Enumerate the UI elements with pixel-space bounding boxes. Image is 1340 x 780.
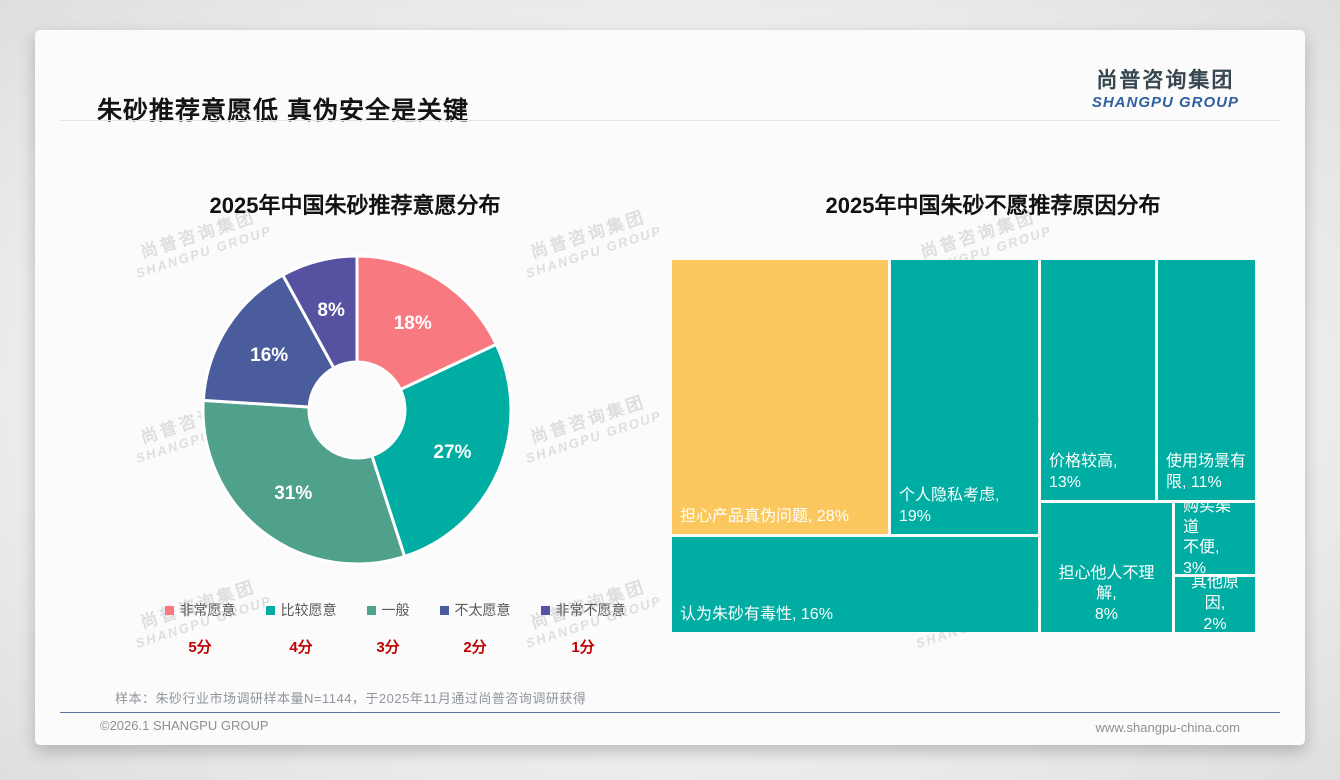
legend-score: 4分 bbox=[289, 639, 313, 656]
footer-copyright: ©2026.1 SHANGPU GROUP bbox=[100, 718, 269, 733]
legend-text: 一般 bbox=[381, 602, 410, 618]
donut-slice-非常不愿意 bbox=[280, 254, 359, 370]
treemap-cell-价格较高: 价格较高, 13% bbox=[1040, 260, 1155, 500]
donut-legend: 非常愿意 5分 比较愿意 4分 一般 3分 不太愿意 2分 非常不愿意 1分 bbox=[145, 600, 645, 657]
donut-slice-不太愿意 bbox=[201, 273, 336, 409]
treemap-cell-label: 购买渠道 不便, 3% bbox=[1183, 502, 1232, 574]
treemap-cell-label: 个人隐私考虑, 19% bbox=[898, 487, 1000, 526]
legend-item-一般: 一般 3分 bbox=[366, 600, 410, 657]
legend-score: 1分 bbox=[571, 639, 595, 656]
legend-text: 非常不愿意 bbox=[555, 602, 626, 618]
treemap-cell-担心产品真伪问题: 担心产品真伪问题, 28% bbox=[672, 260, 888, 534]
donut-slice-value: 31% bbox=[274, 483, 312, 504]
legend-item-不太愿意: 不太愿意 2分 bbox=[439, 600, 511, 657]
treemap-cell-担心他人不理解: 担心他人不理解, 8% bbox=[1040, 502, 1172, 632]
legend-item-非常不愿意: 非常不愿意 1分 bbox=[540, 600, 626, 657]
treemap-cell-使用场景有限: 使用场景有 限, 11% bbox=[1157, 260, 1255, 500]
treemap-cell-label: 其他原因, 2% bbox=[1190, 577, 1239, 632]
title-divider bbox=[60, 120, 1280, 121]
legend-item-比较愿意: 比较愿意 4分 bbox=[265, 600, 337, 657]
donut-chart-title: 2025年中国朱砂推荐意愿分布 bbox=[209, 193, 501, 219]
treemap-cell-label: 担心产品真伪问题, 28% bbox=[680, 508, 849, 526]
legend-swatch-icon bbox=[540, 605, 550, 615]
sample-note: 样本：朱砂行业市场调研样本量N=1144，于2025年11月通过尚普咨询调研获得 bbox=[115, 691, 587, 706]
legend-score: 2分 bbox=[463, 639, 487, 656]
legend-score: 5分 bbox=[188, 639, 212, 656]
legend-swatch-icon bbox=[265, 605, 275, 615]
legend-swatch-icon bbox=[164, 605, 174, 615]
donut-slice-比较愿意 bbox=[369, 342, 513, 559]
legend-swatch-icon bbox=[366, 605, 376, 615]
legend-label: 一般 bbox=[366, 600, 410, 620]
treemap-chart-title: 2025年中国朱砂不愿推荐原因分布 bbox=[825, 193, 1161, 219]
donut-slice-value: 8% bbox=[317, 300, 345, 321]
donut-slice-一般 bbox=[201, 398, 407, 566]
legend-item-非常愿意: 非常愿意 5分 bbox=[164, 600, 236, 657]
legend-label: 非常愿意 bbox=[164, 600, 236, 620]
treemap-cell-个人隐私考虑: 个人隐私考虑, 19% bbox=[890, 260, 1038, 534]
company-logo: 尚普咨询集团 SHANGPU GROUP bbox=[1092, 64, 1239, 111]
logo-english-name: SHANGPU GROUP bbox=[1091, 94, 1239, 111]
footer-divider bbox=[60, 712, 1280, 713]
treemap-cell-label: 担心他人不理解, 8% bbox=[1058, 564, 1155, 624]
legend-label: 非常不愿意 bbox=[540, 600, 626, 620]
treemap-cell-label: 认为朱砂有毒性, 16% bbox=[680, 606, 833, 624]
footer-website: www.shangpu-china.com bbox=[1095, 720, 1240, 735]
legend-label: 比较愿意 bbox=[265, 600, 337, 620]
legend-text: 非常愿意 bbox=[179, 602, 236, 618]
slide-card: 尚普咨询集团 SHANGPU GROUP 尚普咨询集团 SHANGPU GROUP 尚普… bbox=[35, 30, 1305, 745]
legend-text: 不太愿意 bbox=[454, 602, 511, 618]
legend-score: 3分 bbox=[376, 639, 400, 656]
logo-chinese-name: 尚普咨询集团 bbox=[1096, 69, 1235, 92]
legend-swatch-icon bbox=[439, 605, 449, 615]
donut-slice-value: 16% bbox=[250, 345, 288, 366]
donut-slice-value: 27% bbox=[433, 442, 471, 463]
treemap-cell-购买渠道不便: 购买渠道 不便, 3% bbox=[1175, 502, 1255, 574]
treemap-chart: 担心产品真伪问题, 28% 个人隐私考虑, 19% 认为朱砂有毒性, 16% 价格较高… bbox=[672, 260, 1255, 632]
donut-slice-非常愿意 bbox=[355, 254, 499, 392]
treemap-cell-认为朱砂有毒性: 认为朱砂有毒性, 16% bbox=[672, 536, 1038, 632]
treemap-cell-label: 价格较高, 13% bbox=[1048, 453, 1118, 492]
page-title: 朱砂推荐意愿低 真伪安全是关键 bbox=[97, 96, 469, 125]
treemap-cell-label: 使用场景有 限, 11% bbox=[1165, 453, 1246, 492]
legend-text: 比较愿意 bbox=[280, 602, 337, 618]
legend-label: 不太愿意 bbox=[439, 600, 511, 620]
donut-slice-value: 18% bbox=[394, 313, 432, 334]
treemap-cell-其他原因: 其他原因, 2% bbox=[1175, 577, 1255, 632]
donut-chart: 18% 27% 31% 16% 8% bbox=[201, 254, 513, 566]
